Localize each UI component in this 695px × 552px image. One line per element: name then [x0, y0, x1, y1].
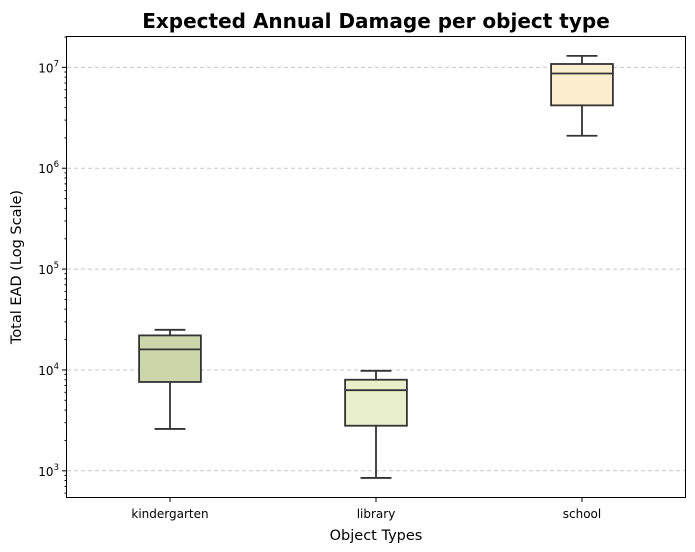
y-tick-base: 10 [38, 263, 53, 277]
y-tick-label-0: 103 [38, 463, 59, 479]
chart-title: Expected Annual Damage per object type [142, 9, 610, 33]
y-tick-exponent: 6 [54, 160, 59, 170]
y-tick-base: 10 [38, 162, 53, 176]
y-tick-base: 10 [38, 465, 53, 479]
x-tick-label-school: school [563, 507, 601, 521]
boxes-layer [138, 54, 614, 479]
iqr-box-library [344, 378, 408, 427]
y-tick-base: 10 [38, 61, 53, 75]
box-library [344, 369, 408, 479]
x-axis-ticks: kindergarten library school [131, 497, 601, 521]
y-tick-exponent: 7 [54, 59, 59, 69]
y-axis-label: Total EAD (Log Scale) [9, 190, 25, 345]
y-tick-label-2: 105 [38, 261, 59, 277]
y-tick-exponent: 4 [54, 362, 59, 372]
x-tick-label-kindergarten: kindergarten [131, 507, 208, 521]
y-tick-base: 10 [38, 364, 53, 378]
iqr-box-school [550, 63, 614, 107]
iqr-box-kindergarten [138, 334, 202, 383]
x-axis-label: Object Types [330, 528, 423, 544]
x-tick-label-library: library [357, 507, 396, 521]
box-school [550, 54, 614, 137]
y-tick-exponent: 3 [54, 463, 59, 473]
y-tick-exponent: 5 [54, 261, 59, 271]
y-tick-label-1: 104 [38, 362, 59, 378]
box-kindergarten [138, 328, 202, 430]
y-tick-label-3: 106 [38, 160, 59, 176]
y-tick-label-4: 107 [38, 59, 59, 75]
